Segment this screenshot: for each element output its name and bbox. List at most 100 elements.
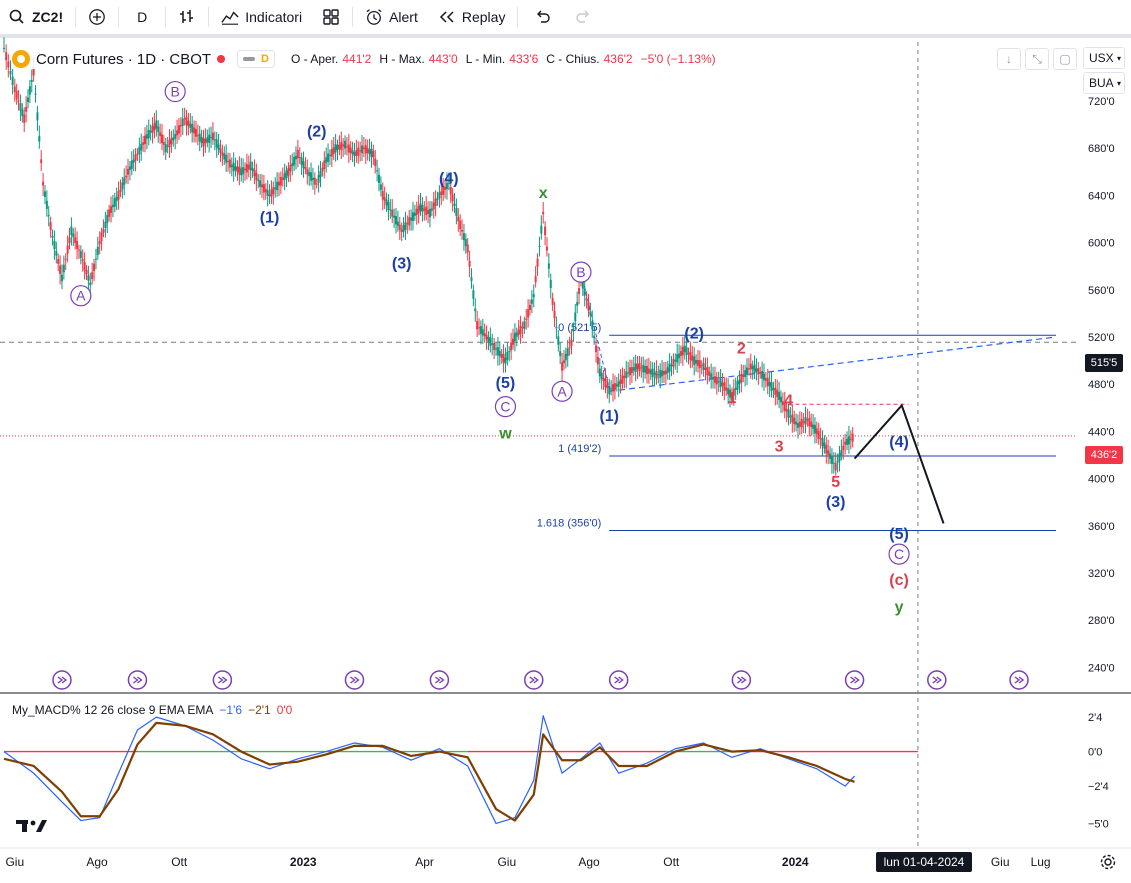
wave-label: (1): [599, 408, 619, 425]
candle-body: [785, 408, 788, 412]
event-arrow: [740, 676, 747, 684]
price-tick-label: 280'0: [1088, 615, 1115, 627]
currency-label: USX: [1089, 51, 1114, 65]
alert-button[interactable]: Alert: [355, 0, 428, 34]
candle-body: [513, 332, 516, 342]
candle-body: [72, 233, 75, 238]
candle-body: [200, 136, 203, 143]
candle-body: [472, 290, 475, 299]
candle-body: [704, 367, 707, 370]
layouts-button[interactable]: [312, 0, 350, 34]
candle-body: [94, 258, 97, 260]
candle-body: [542, 211, 545, 215]
data-delay-pill[interactable]: D: [237, 50, 275, 68]
alert-line-price-badge[interactable]: 515'5: [1085, 354, 1123, 372]
currency-dropdown[interactable]: USX ▾: [1083, 47, 1125, 69]
undo-button[interactable]: [520, 0, 566, 34]
chart-type-button[interactable]: [168, 0, 206, 34]
candle-body: [76, 240, 79, 249]
wave-label: y: [895, 599, 904, 616]
tradingview-logo-icon: [16, 820, 47, 832]
candle-body: [289, 165, 292, 172]
candle-body: [261, 184, 264, 188]
candle-body: [32, 67, 35, 76]
collapse-button[interactable]: ⤡: [1025, 48, 1049, 70]
candle-body: [772, 388, 775, 390]
candle-body: [687, 353, 690, 355]
candle-body: [353, 152, 356, 157]
candle-body: [34, 93, 37, 95]
event-arrow: [618, 676, 624, 684]
symbol-search-button[interactable]: ZC2!: [0, 0, 73, 34]
grid-icon: [323, 9, 339, 25]
interval-button[interactable]: D: [121, 0, 163, 34]
indicators-button[interactable]: Indicatori: [211, 0, 312, 34]
candle-body: [330, 149, 333, 157]
time-tick-label: 2023: [290, 855, 317, 869]
candle-body: [462, 233, 465, 241]
candle-body: [466, 244, 469, 253]
candle-body: [710, 373, 713, 379]
candle-body: [317, 174, 320, 183]
candle-body: [615, 384, 618, 387]
candle-body: [596, 356, 599, 365]
candle-body: [228, 159, 231, 168]
redo-button[interactable]: [566, 0, 600, 34]
candle-body: [70, 226, 73, 236]
move-down-button[interactable]: ↓: [997, 48, 1021, 70]
candle-body: [644, 366, 647, 373]
candle-body: [227, 161, 230, 163]
candle-body: [179, 125, 182, 127]
candle-body: [829, 453, 832, 459]
candle-body: [225, 154, 228, 163]
candle-body: [102, 229, 105, 233]
event-arrow: [217, 676, 224, 684]
candle-body: [230, 164, 233, 168]
candle-body: [534, 276, 537, 283]
candle-body: [38, 135, 41, 142]
candle-body: [400, 229, 403, 233]
candle-body: [113, 198, 116, 207]
delay-letter: D: [261, 53, 269, 65]
candle-body: [802, 421, 805, 423]
candle-body: [30, 80, 33, 82]
candle-body: [127, 168, 130, 175]
open-value: 441'2: [342, 52, 372, 66]
candle-body: [653, 372, 656, 375]
candle-body: [657, 374, 660, 376]
pane-controls: ↓ ⤡ ▢: [997, 48, 1077, 70]
candle-body: [589, 311, 592, 316]
candle-body: [342, 144, 345, 147]
candle-body: [500, 353, 503, 358]
candle-body: [747, 368, 750, 370]
gear-icon[interactable]: [1099, 853, 1117, 871]
candle-body: [540, 225, 543, 234]
candle-body: [781, 401, 784, 405]
candle-body: [789, 415, 792, 417]
candle-body: [183, 118, 186, 120]
maximize-button[interactable]: ▢: [1053, 48, 1077, 70]
candle-body: [849, 438, 852, 440]
candle-body: [327, 153, 330, 162]
candle-body: [689, 351, 692, 360]
candle-body: [153, 123, 156, 131]
candle-body: [581, 281, 584, 289]
candle-body: [730, 392, 733, 400]
candle-body: [332, 147, 335, 154]
candle-body: [268, 194, 271, 197]
candle-body: [310, 172, 313, 181]
candle-body: [455, 207, 458, 217]
candle-body: [381, 191, 384, 200]
candle-body: [396, 221, 399, 226]
candle-body: [374, 158, 377, 167]
wave-label: (2): [684, 325, 704, 342]
candle-body: [415, 208, 418, 215]
candle-body: [608, 385, 611, 395]
unit-dropdown[interactable]: BUA ▾: [1083, 72, 1125, 94]
candle-body: [627, 372, 630, 374]
wave-label: C: [500, 399, 510, 415]
replay-button[interactable]: Replay: [428, 0, 516, 34]
compare-button[interactable]: [78, 0, 116, 34]
event-arrow: [736, 676, 743, 684]
